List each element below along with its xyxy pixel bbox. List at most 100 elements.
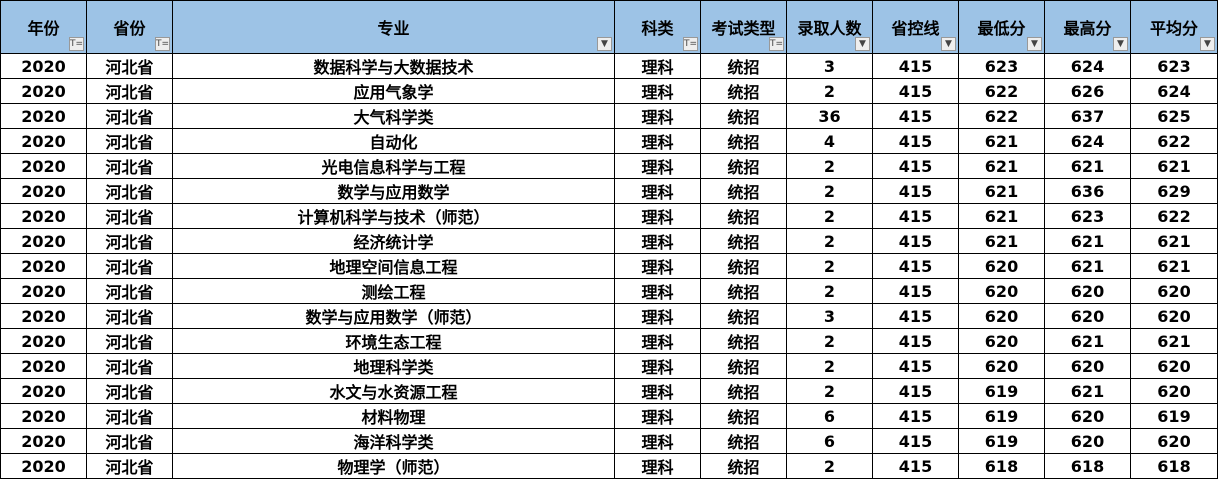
dropdown-arrow-icon[interactable]: ▼ xyxy=(597,37,612,51)
table-cell[interactable]: 415 xyxy=(872,428,959,454)
table-cell[interactable]: 理科 xyxy=(614,153,701,179)
table-cell[interactable]: 河北省 xyxy=(86,453,173,479)
table-cell[interactable]: 620 xyxy=(1130,378,1218,404)
table-cell[interactable]: 3 xyxy=(786,303,873,329)
table-cell[interactable]: 大气科学类 xyxy=(172,103,615,129)
table-cell[interactable]: 河北省 xyxy=(86,178,173,204)
table-cell[interactable]: 地理空间信息工程 xyxy=(172,253,615,279)
table-cell[interactable]: 2020 xyxy=(0,403,87,429)
table-cell[interactable]: 415 xyxy=(872,353,959,379)
table-cell[interactable]: 415 xyxy=(872,328,959,354)
table-cell[interactable]: 河北省 xyxy=(86,303,173,329)
dropdown-arrow-icon[interactable]: ▼ xyxy=(1113,37,1128,51)
table-cell[interactable]: 统招 xyxy=(700,178,787,204)
table-cell[interactable]: 618 xyxy=(1130,453,1218,479)
table-cell[interactable]: 6 xyxy=(786,403,873,429)
filter-active-icon[interactable]: T= xyxy=(769,37,784,51)
table-cell[interactable]: 计算机科学与技术（师范） xyxy=(172,203,615,229)
table-cell[interactable]: 621 xyxy=(1130,228,1218,254)
table-cell[interactable]: 河北省 xyxy=(86,428,173,454)
table-cell[interactable]: 2020 xyxy=(0,278,87,304)
table-cell[interactable]: 2 xyxy=(786,228,873,254)
table-cell[interactable]: 620 xyxy=(1130,303,1218,329)
table-cell[interactable]: 621 xyxy=(958,153,1045,179)
table-cell[interactable]: 621 xyxy=(1130,328,1218,354)
table-cell[interactable]: 2020 xyxy=(0,453,87,479)
table-cell[interactable]: 624 xyxy=(1044,53,1131,79)
table-cell[interactable]: 621 xyxy=(958,128,1045,154)
table-cell[interactable]: 数学与应用数学 xyxy=(172,178,615,204)
table-cell[interactable]: 统招 xyxy=(700,403,787,429)
filter-active-icon[interactable]: T= xyxy=(683,37,698,51)
table-cell[interactable]: 415 xyxy=(872,453,959,479)
table-cell[interactable]: 理科 xyxy=(614,128,701,154)
table-cell[interactable]: 理科 xyxy=(614,178,701,204)
table-cell[interactable]: 理科 xyxy=(614,428,701,454)
dropdown-arrow-icon[interactable]: ▼ xyxy=(855,37,870,51)
table-cell[interactable]: 415 xyxy=(872,178,959,204)
table-cell[interactable]: 623 xyxy=(1044,203,1131,229)
table-cell[interactable]: 620 xyxy=(958,303,1045,329)
table-cell[interactable]: 622 xyxy=(1130,203,1218,229)
table-cell[interactable]: 经济统计学 xyxy=(172,228,615,254)
table-cell[interactable]: 621 xyxy=(1044,153,1131,179)
table-cell[interactable]: 624 xyxy=(1130,78,1218,104)
table-cell[interactable]: 河北省 xyxy=(86,128,173,154)
table-cell[interactable]: 622 xyxy=(958,78,1045,104)
table-cell[interactable]: 415 xyxy=(872,378,959,404)
table-cell[interactable]: 河北省 xyxy=(86,53,173,79)
table-cell[interactable]: 619 xyxy=(1130,403,1218,429)
table-cell[interactable]: 620 xyxy=(1044,303,1131,329)
table-cell[interactable]: 620 xyxy=(1044,278,1131,304)
table-cell[interactable]: 620 xyxy=(958,353,1045,379)
table-cell[interactable]: 2 xyxy=(786,353,873,379)
table-cell[interactable]: 理科 xyxy=(614,453,701,479)
table-cell[interactable]: 620 xyxy=(1130,428,1218,454)
table-cell[interactable]: 理科 xyxy=(614,303,701,329)
table-cell[interactable]: 6 xyxy=(786,428,873,454)
table-cell[interactable]: 理科 xyxy=(614,378,701,404)
table-cell[interactable]: 理科 xyxy=(614,253,701,279)
table-cell[interactable]: 光电信息科学与工程 xyxy=(172,153,615,179)
table-cell[interactable]: 2020 xyxy=(0,203,87,229)
table-cell[interactable]: 河北省 xyxy=(86,328,173,354)
table-cell[interactable]: 623 xyxy=(958,53,1045,79)
dropdown-arrow-icon[interactable]: ▼ xyxy=(941,37,956,51)
table-cell[interactable]: 统招 xyxy=(700,278,787,304)
table-cell[interactable]: 2020 xyxy=(0,103,87,129)
table-cell[interactable]: 2020 xyxy=(0,328,87,354)
table-cell[interactable]: 637 xyxy=(1044,103,1131,129)
table-cell[interactable]: 统招 xyxy=(700,428,787,454)
table-cell[interactable]: 621 xyxy=(1044,328,1131,354)
table-cell[interactable]: 2020 xyxy=(0,303,87,329)
table-cell[interactable]: 415 xyxy=(872,153,959,179)
dropdown-arrow-icon[interactable]: ▼ xyxy=(1200,37,1215,51)
table-cell[interactable]: 统招 xyxy=(700,203,787,229)
table-cell[interactable]: 2 xyxy=(786,378,873,404)
table-cell[interactable]: 619 xyxy=(958,378,1045,404)
table-cell[interactable]: 621 xyxy=(958,203,1045,229)
table-cell[interactable]: 620 xyxy=(958,278,1045,304)
table-cell[interactable]: 统招 xyxy=(700,103,787,129)
table-cell[interactable]: 统招 xyxy=(700,228,787,254)
table-cell[interactable]: 629 xyxy=(1130,178,1218,204)
table-cell[interactable]: 618 xyxy=(958,453,1045,479)
table-cell[interactable]: 河北省 xyxy=(86,228,173,254)
table-cell[interactable]: 河北省 xyxy=(86,403,173,429)
table-cell[interactable]: 理科 xyxy=(614,353,701,379)
table-cell[interactable]: 统招 xyxy=(700,328,787,354)
table-cell[interactable]: 36 xyxy=(786,103,873,129)
table-cell[interactable]: 地理科学类 xyxy=(172,353,615,379)
table-cell[interactable]: 619 xyxy=(958,403,1045,429)
table-cell[interactable]: 物理学（师范） xyxy=(172,453,615,479)
table-cell[interactable]: 统招 xyxy=(700,53,787,79)
table-cell[interactable]: 统招 xyxy=(700,253,787,279)
table-cell[interactable]: 2020 xyxy=(0,378,87,404)
table-cell[interactable]: 2020 xyxy=(0,178,87,204)
table-cell[interactable]: 2 xyxy=(786,153,873,179)
table-cell[interactable]: 623 xyxy=(1130,53,1218,79)
table-cell[interactable]: 2 xyxy=(786,253,873,279)
table-cell[interactable]: 620 xyxy=(958,328,1045,354)
filter-active-icon[interactable]: T= xyxy=(155,37,170,51)
table-cell[interactable]: 415 xyxy=(872,78,959,104)
